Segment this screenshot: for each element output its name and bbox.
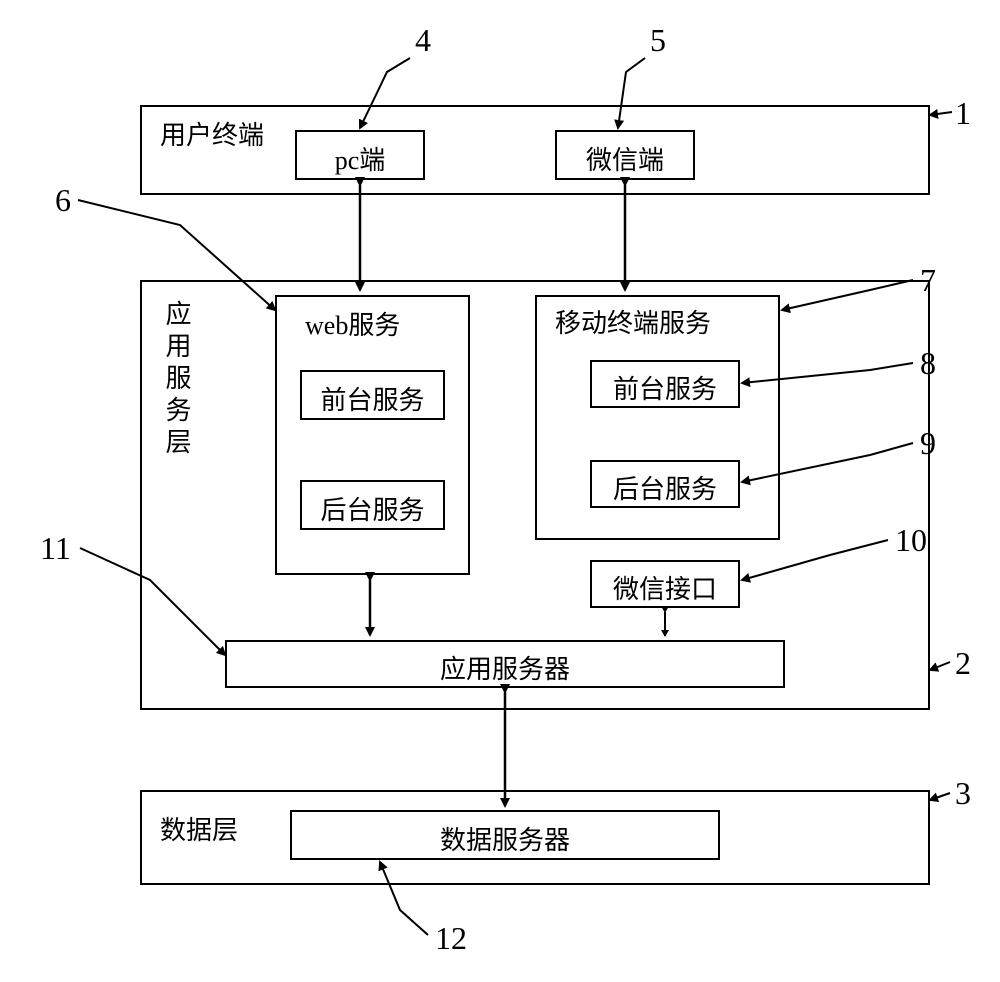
callout-12: 12 — [435, 920, 467, 957]
callout-5: 5 — [650, 22, 666, 59]
data-server-label: 数据服务器 — [290, 820, 720, 857]
data-layer-title: 数据层 — [160, 810, 238, 847]
callout-4: 4 — [415, 22, 431, 59]
app-service-layer-title: 应用服务层 — [158, 300, 195, 460]
pc-client-label: pc端 — [295, 140, 425, 177]
callout-7: 7 — [920, 262, 936, 299]
web-service-title: web服务 — [305, 305, 400, 342]
user-terminal-title: 用户终端 — [160, 115, 264, 152]
web-front-label: 前台服务 — [300, 380, 445, 417]
diagram-canvas: 用户终端 pc端 微信端 应用服务层 web服务 前台服务 后台服务 移动终端服… — [0, 0, 1000, 982]
callout-10: 10 — [895, 522, 927, 559]
callout-3: 3 — [955, 775, 971, 812]
web-back-label: 后台服务 — [300, 490, 445, 527]
callout-1: 1 — [955, 95, 971, 132]
mobile-front-label: 前台服务 — [590, 369, 740, 406]
app-server-label: 应用服务器 — [225, 649, 785, 686]
callout-8: 8 — [920, 345, 936, 382]
callout-9: 9 — [920, 425, 936, 462]
wechat-api-label: 微信接口 — [590, 569, 740, 606]
callout-6: 6 — [55, 182, 71, 219]
callout-2: 2 — [955, 645, 971, 682]
callout-11: 11 — [40, 530, 71, 567]
wechat-client-label: 微信端 — [555, 140, 695, 177]
mobile-service-title: 移动终端服务 — [555, 303, 711, 340]
mobile-back-label: 后台服务 — [590, 469, 740, 506]
